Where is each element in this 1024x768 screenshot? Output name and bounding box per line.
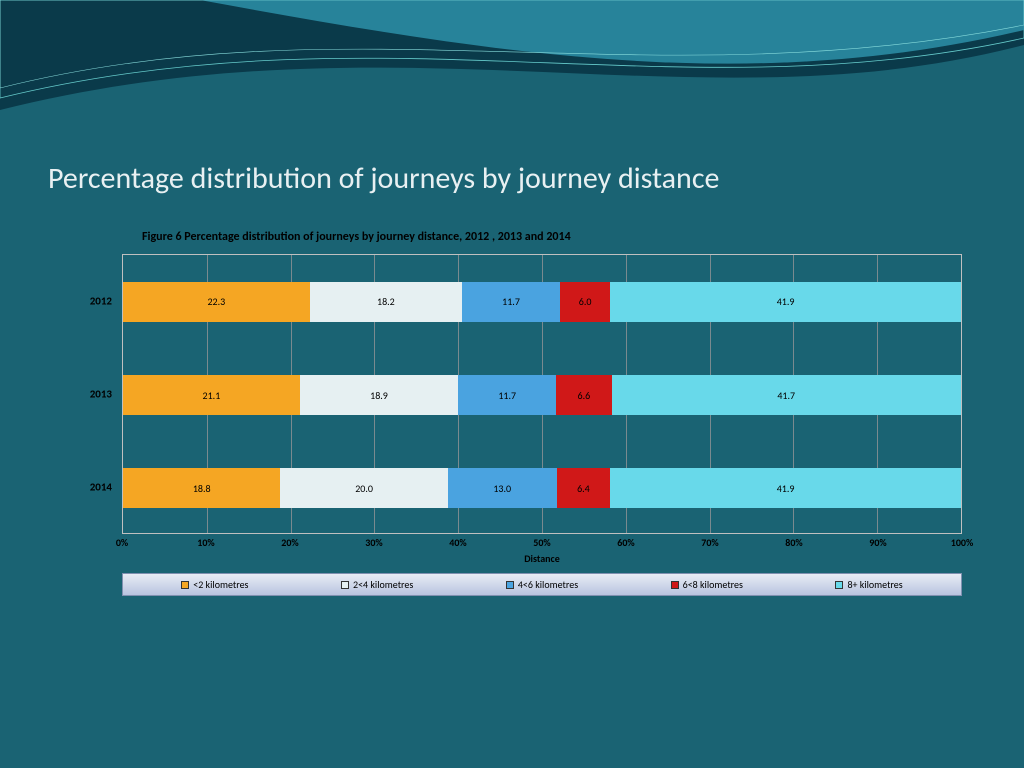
bar-row: 22.318.211.76.041.9 — [123, 282, 961, 322]
legend-item: 4<6 kilometres — [506, 578, 578, 591]
legend-label: <2 kilometres — [193, 578, 248, 591]
bar-segment: 11.7 — [458, 375, 556, 415]
bar-segment: 6.4 — [557, 468, 611, 508]
bar-segment: 18.8 — [123, 468, 280, 508]
y-category-label: 2014 — [90, 481, 112, 494]
x-axis-title: Distance — [122, 550, 962, 565]
x-tick-label: 30% — [365, 536, 382, 549]
legend-item: 8+ kilometres — [835, 578, 902, 591]
bar-segment: 22.3 — [123, 282, 310, 322]
legend-swatch — [181, 581, 189, 589]
bar-row: 18.820.013.06.441.9 — [123, 468, 961, 508]
legend-label: 2<4 kilometres — [353, 578, 413, 591]
bar-segment: 18.2 — [310, 282, 462, 322]
header-wave-decoration — [0, 0, 1024, 180]
legend-swatch — [671, 581, 679, 589]
x-tick-label: 60% — [617, 536, 634, 549]
chart-container: Figure 6 Percentage distribution of jour… — [72, 230, 962, 596]
x-tick-label: 70% — [701, 536, 718, 549]
x-tick-label: 100% — [951, 536, 974, 549]
bar-segment: 21.1 — [123, 375, 300, 415]
legend-label: 8+ kilometres — [847, 578, 902, 591]
bar-segment: 41.9 — [610, 468, 961, 508]
bar-row: 21.118.911.76.641.7 — [123, 375, 961, 415]
x-tick-label: 20% — [281, 536, 298, 549]
y-axis-labels: 2012 2013 2014 — [72, 254, 122, 534]
legend-swatch — [341, 581, 349, 589]
bar-segment: 6.0 — [560, 282, 610, 322]
bar-segment: 11.7 — [462, 282, 560, 322]
legend-item: 2<4 kilometres — [341, 578, 413, 591]
bar-segment: 6.6 — [556, 375, 611, 415]
slide-title: Percentage distribution of journeys by j… — [48, 160, 719, 197]
legend-label: 6<8 kilometres — [683, 578, 743, 591]
x-tick-label: 10% — [197, 536, 214, 549]
legend-item: 6<8 kilometres — [671, 578, 743, 591]
bar-segment: 41.7 — [612, 375, 961, 415]
x-tick-label: 40% — [449, 536, 466, 549]
legend-swatch — [506, 581, 514, 589]
y-category-label: 2013 — [90, 388, 112, 401]
x-tick-label: 90% — [869, 536, 886, 549]
bar-segment: 13.0 — [448, 468, 557, 508]
legend: <2 kilometres 2<4 kilometres 4<6 kilometre… — [122, 573, 962, 596]
x-axis-ticks: 0%10%20%30%40%50%60%70%80%90%100% — [122, 534, 962, 550]
figure-title: Figure 6 Percentage distribution of jour… — [72, 230, 962, 254]
bar-segment: 41.9 — [610, 282, 961, 322]
legend-item: <2 kilometres — [181, 578, 248, 591]
x-tick-label: 50% — [533, 536, 550, 549]
y-category-label: 2012 — [90, 294, 112, 307]
legend-label: 4<6 kilometres — [518, 578, 578, 591]
plot-area: 22.318.211.76.041.921.118.911.76.641.718… — [122, 254, 962, 534]
legend-swatch — [835, 581, 843, 589]
x-tick-label: 0% — [116, 536, 128, 549]
bar-segment: 20.0 — [280, 468, 447, 508]
bar-segment: 18.9 — [300, 375, 458, 415]
x-tick-label: 80% — [785, 536, 802, 549]
